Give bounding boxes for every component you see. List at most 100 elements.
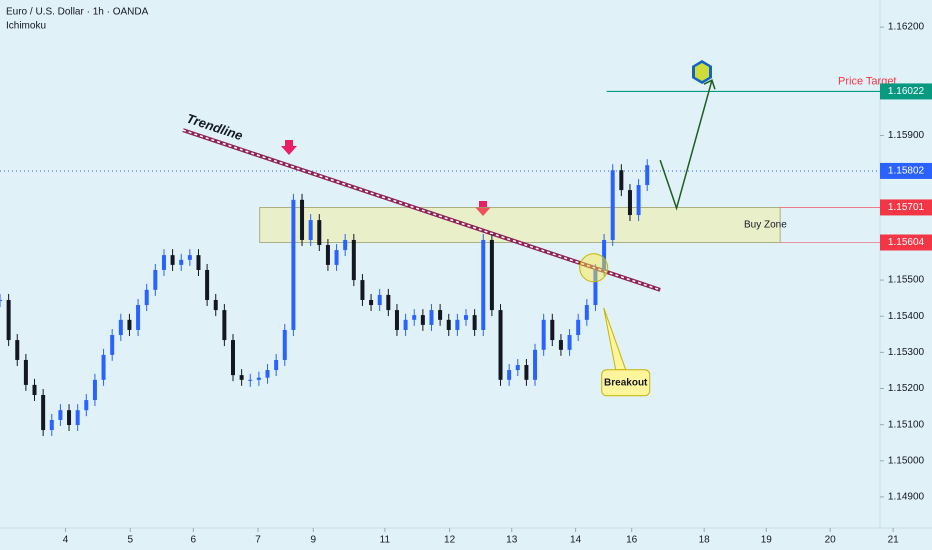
candle	[317, 220, 322, 246]
candle	[265, 370, 270, 378]
price-label: 1.15701	[888, 202, 925, 213]
candle	[481, 239, 486, 330]
candle	[567, 335, 572, 350]
candle	[291, 199, 296, 330]
candle	[23, 359, 28, 385]
candle	[507, 370, 512, 380]
buy-zone-label: Buy Zone	[744, 220, 787, 231]
candle	[161, 255, 166, 270]
candle	[136, 305, 141, 330]
y-tick-label: 1.14900	[888, 492, 925, 503]
candle	[602, 239, 607, 270]
candle	[118, 319, 123, 336]
y-tick-label: 1.15100	[888, 419, 925, 430]
candle	[541, 319, 546, 350]
candle	[334, 250, 339, 265]
projection-arrow	[659, 80, 713, 211]
candle	[170, 255, 175, 265]
candle	[67, 410, 72, 426]
candle	[420, 315, 425, 325]
candle	[222, 310, 227, 341]
candle	[282, 329, 287, 360]
x-tick-label: 12	[444, 535, 456, 546]
candle	[610, 170, 615, 240]
candle	[6, 299, 11, 341]
candle	[41, 395, 46, 431]
y-tick-label: 1.15900	[888, 130, 925, 141]
x-tick-label: 13	[506, 535, 518, 546]
candle	[32, 384, 37, 396]
candle	[627, 190, 632, 216]
x-tick-label: 14	[570, 535, 582, 546]
candle	[110, 335, 115, 355]
candle	[205, 269, 210, 300]
candle	[386, 294, 391, 311]
candle	[584, 305, 589, 320]
candle	[360, 280, 365, 300]
x-tick-label: 9	[310, 535, 316, 546]
candle	[239, 375, 244, 380]
candle	[472, 315, 477, 330]
high-marker	[281, 140, 491, 216]
candle	[636, 185, 641, 216]
price-label-box	[880, 199, 932, 216]
arrow-down	[475, 201, 491, 216]
price-label: 1.15802	[888, 166, 925, 177]
candle	[369, 299, 374, 306]
breakout-label: Breakout	[604, 377, 648, 388]
x-tick-label: 4	[63, 535, 69, 546]
candle	[394, 310, 399, 330]
y-tick-label: 1.15200	[888, 383, 925, 394]
price-label-box	[880, 83, 932, 100]
candle	[144, 289, 149, 306]
y-tick-label: 1.15500	[888, 275, 925, 286]
candle	[558, 340, 563, 350]
x-tick-label: 5	[128, 535, 134, 546]
candle	[248, 379, 253, 381]
y-tick-label: 1.15300	[888, 347, 925, 358]
candle	[58, 410, 63, 420]
candle	[645, 165, 650, 186]
candle	[576, 319, 581, 336]
candle	[498, 310, 503, 380]
candle	[464, 315, 468, 320]
target-icon	[692, 60, 712, 84]
candle	[300, 199, 305, 240]
candle	[524, 365, 529, 380]
candle	[127, 319, 132, 330]
candle	[153, 269, 158, 290]
y-tick-label: 1.15000	[888, 455, 925, 466]
candle	[403, 319, 408, 330]
candle	[0, 299, 2, 301]
x-tick-label: 19	[761, 535, 773, 546]
x-tick-label: 16	[626, 535, 638, 546]
candle	[593, 269, 598, 306]
y-tick-label: 1.15400	[888, 311, 925, 322]
candle	[179, 259, 184, 265]
candle	[231, 340, 235, 376]
candle	[84, 400, 89, 411]
buy-zone	[259, 207, 781, 243]
x-tick-label: 18	[699, 535, 711, 546]
candle	[438, 310, 443, 320]
chart-title: Euro / U.S. Dollar · 1h · OANDA	[6, 7, 149, 18]
x-tick-label: 11	[380, 535, 391, 546]
candle	[429, 310, 434, 325]
candle	[256, 377, 261, 380]
candle	[533, 349, 538, 380]
candle	[446, 319, 451, 330]
x-tick-label: 6	[191, 535, 197, 546]
candle	[515, 365, 520, 371]
candle	[489, 239, 494, 311]
candle	[15, 340, 20, 360]
candle	[92, 379, 97, 401]
indicator-name: Ichimoku	[6, 21, 46, 32]
y-tick-label: 1.16200	[888, 22, 925, 33]
breakout-box	[601, 369, 651, 397]
x-tick-label: 7	[255, 535, 261, 546]
breakout-circle	[579, 253, 609, 283]
price-label: 1.15604	[888, 237, 925, 248]
price-label-box	[880, 234, 932, 251]
candle	[351, 239, 356, 281]
